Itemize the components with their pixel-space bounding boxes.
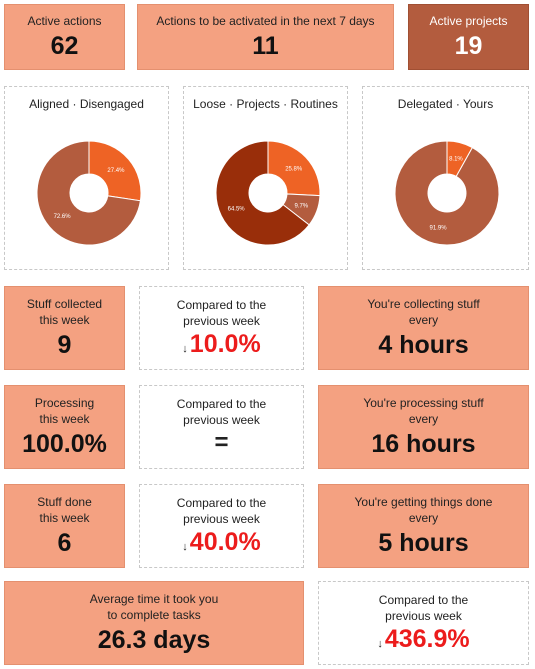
next7-value: 11 xyxy=(252,32,279,60)
average-value: 26.3 days xyxy=(97,626,211,654)
rate-value: 5 hours xyxy=(378,529,469,557)
slice-label-disengaged: 72.6% xyxy=(54,214,72,220)
stuff-done-label1: Stuff done xyxy=(37,495,92,509)
compare-label2: previous week xyxy=(385,609,462,623)
down-arrow-icon: ↓ xyxy=(182,541,188,553)
aligned-disengaged-chart: Aligned · Disengaged 27.4% 72.6% xyxy=(4,86,169,270)
chart-title: Aligned · Disengaged xyxy=(29,97,144,111)
slice-label-routines: 64.5% xyxy=(228,207,246,213)
average-label1: Average time it took you xyxy=(89,592,219,606)
stuff-collected-label1: Stuff collected xyxy=(26,297,103,311)
stuff-done-card: Stuff done this week 6 xyxy=(4,484,125,568)
slice-aligned xyxy=(88,140,142,202)
processing-label1: Processing xyxy=(34,396,95,410)
rate-label2: every xyxy=(408,511,439,525)
compare-label2: previous week xyxy=(183,512,260,526)
processing-compare-card: Compared to the previous week = xyxy=(139,385,304,469)
collected-compare-card: Compared to the previous week ↓10.0% xyxy=(139,286,304,370)
processing-value: 100.0% xyxy=(22,430,107,458)
average-time-card: Average time it took you to complete tas… xyxy=(4,581,304,665)
delegated-yours-svg: 8.1% 91.9% xyxy=(394,140,500,246)
loose-projects-routines-chart: Loose · Projects · Routines 25.8% 9.7% 64.… xyxy=(183,86,348,270)
loose-projects-routines-svg: 25.8% 9.7% 64.5% xyxy=(215,140,321,246)
compare-value: 10.0% xyxy=(189,330,261,358)
chart-title: Delegated · Yours xyxy=(397,97,494,111)
stuff-collected-value: 9 xyxy=(57,331,72,359)
average-compare-card: Compared to the previous week ↓436.9% xyxy=(318,581,529,665)
slice-yours xyxy=(394,140,500,246)
next7-label: Actions to be activated in the next 7 da… xyxy=(156,14,375,28)
stuff-done-label2: this week xyxy=(39,511,90,525)
next7-card: Actions to be activated in the next 7 da… xyxy=(137,4,394,70)
slice-label-loose: 25.8% xyxy=(285,167,303,173)
compare-value: 436.9% xyxy=(384,625,470,653)
active-actions-value: 62 xyxy=(50,32,79,60)
delegated-yours-chart: Delegated · Yours 8.1% 91.9% xyxy=(362,86,529,270)
slice-label-aligned: 27.4% xyxy=(107,168,125,174)
compare-label1: Compared to the xyxy=(176,298,267,312)
slice-routines xyxy=(215,140,310,246)
rate-label2: every xyxy=(408,313,439,327)
done-compare-card: Compared to the previous week ↓40.0% xyxy=(139,484,304,568)
stuff-done-value: 6 xyxy=(57,529,72,557)
down-arrow-icon: ↓ xyxy=(377,638,383,650)
slice-label-yours: 91.9% xyxy=(430,225,448,231)
rate-label2: every xyxy=(408,412,439,426)
rate-label1: You're processing stuff xyxy=(363,396,484,410)
processing-rate-card: You're processing stuff every 16 hours xyxy=(318,385,529,469)
chart-title: Loose · Projects · Routines xyxy=(193,97,338,111)
done-rate-card: You're getting things done every 5 hours xyxy=(318,484,529,568)
compare-label2: previous week xyxy=(183,413,260,427)
stuff-collected-card: Stuff collected this week 9 xyxy=(4,286,125,370)
compare-value: = xyxy=(214,429,229,456)
processing-card: Processing this week 100.0% xyxy=(4,385,125,469)
slice-disengaged xyxy=(36,140,141,246)
rate-value: 4 hours xyxy=(378,331,469,359)
active-actions-label: Active actions xyxy=(27,14,102,28)
slice-label-delegated: 8.1% xyxy=(449,157,463,163)
compare-label1: Compared to the xyxy=(378,593,469,607)
rate-label1: You're getting things done xyxy=(354,495,493,509)
aligned-disengaged-svg: 27.4% 72.6% xyxy=(36,140,142,246)
active-projects-label: Active projects xyxy=(429,14,508,28)
rate-label1: You're collecting stuff xyxy=(367,297,480,311)
average-label2: to complete tasks xyxy=(107,608,201,622)
stuff-collected-label2: this week xyxy=(39,313,90,327)
down-arrow-icon: ↓ xyxy=(182,343,188,355)
collecting-rate-card: You're collecting stuff every 4 hours xyxy=(318,286,529,370)
compare-value: 40.0% xyxy=(189,528,261,556)
active-actions-card: Active actions 62 xyxy=(4,4,125,70)
compare-label1: Compared to the xyxy=(176,496,267,510)
slice-label-projects: 9.7% xyxy=(294,203,308,209)
compare-label1: Compared to the xyxy=(176,397,267,411)
rate-value: 16 hours xyxy=(371,430,476,458)
compare-label2: previous week xyxy=(183,314,260,328)
processing-label2: this week xyxy=(39,412,90,426)
active-projects-card: Active projects 19 xyxy=(408,4,529,70)
active-projects-value: 19 xyxy=(454,32,483,60)
slice-loose xyxy=(267,140,321,197)
